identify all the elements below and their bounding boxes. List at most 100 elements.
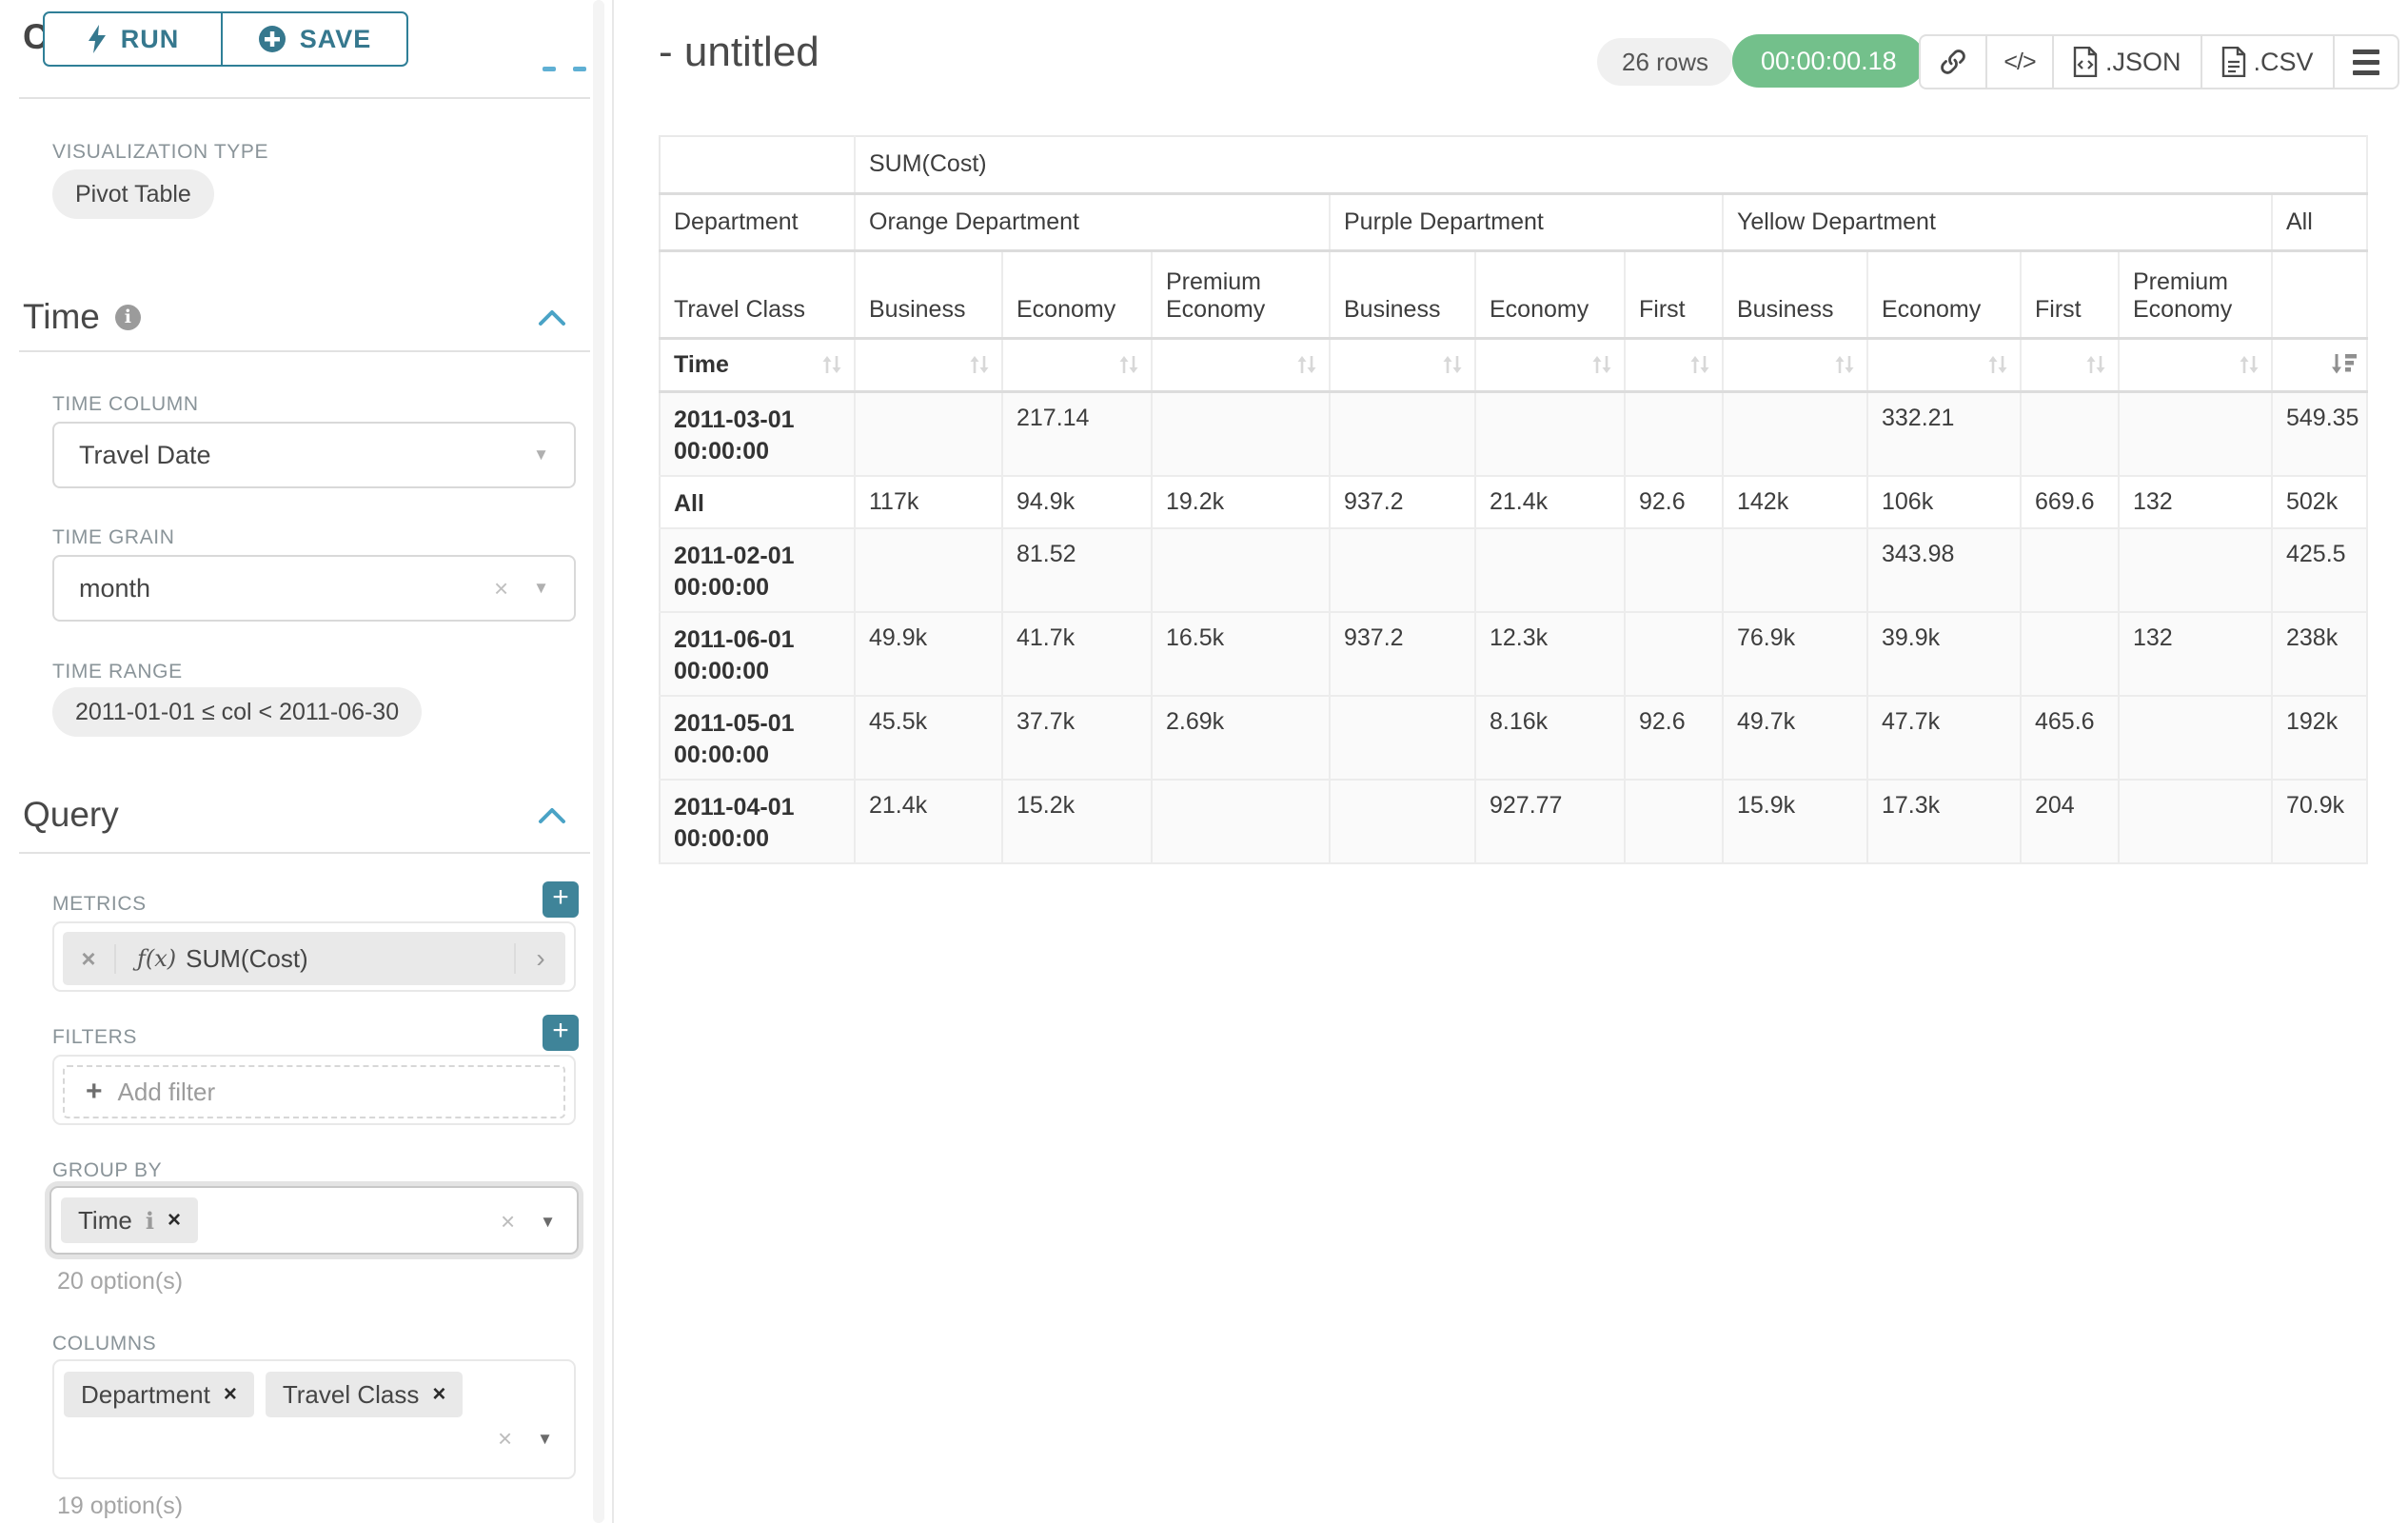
- viz-type-value-pill[interactable]: Pivot Table: [52, 169, 214, 219]
- pivot-sort-header[interactable]: [1330, 338, 1475, 391]
- export-json-button[interactable]: .JSON: [2054, 36, 2202, 88]
- pivot-table-row: 2011-06-01 00:00:0049.9k41.7k16.5k937.21…: [660, 612, 2367, 696]
- caret-down-icon: ▼: [533, 579, 549, 598]
- remove-chip-icon[interactable]: ×: [432, 1381, 445, 1408]
- pivot-cell: 142k: [1723, 476, 1867, 528]
- pivot-sort-header[interactable]: [2021, 338, 2119, 391]
- sidebar-scrollbar[interactable]: [593, 0, 604, 1523]
- add-filter-plus-button[interactable]: +: [543, 1015, 579, 1051]
- pivot-sort-header[interactable]: [1723, 338, 1867, 391]
- run-button-label: RUN: [121, 25, 180, 54]
- pivot-cell: [1330, 780, 1475, 863]
- columns-select[interactable]: Department × Travel Class × × ▼: [52, 1359, 576, 1479]
- chip-label: Department: [81, 1380, 210, 1410]
- run-button[interactable]: RUN: [43, 11, 222, 67]
- pivot-sort-header[interactable]: [1475, 338, 1625, 391]
- time-section-title: Time i: [23, 297, 141, 337]
- columns-options-hint: 19 option(s): [57, 1493, 183, 1520]
- pivot-table-container: SUM(Cost)DepartmentOrange DepartmentPurp…: [659, 135, 2368, 864]
- sort-icon: [1830, 350, 1859, 379]
- pivot-sort-header[interactable]: [2272, 338, 2367, 391]
- add-filter-button[interactable]: + Add filter: [63, 1065, 565, 1118]
- function-icon: ƒ(x): [137, 945, 176, 972]
- clear-icon[interactable]: ×: [501, 1207, 515, 1236]
- pivot-cell: [1625, 780, 1723, 863]
- pivot-sort-header[interactable]: [2119, 338, 2272, 391]
- pivot-cell: 41.7k: [1002, 612, 1152, 696]
- group-by-chip-time[interactable]: Time i ×: [61, 1197, 198, 1243]
- lightning-icon: [87, 25, 108, 53]
- caret-down-icon[interactable]: ▼: [537, 1430, 553, 1449]
- pivot-sort-header[interactable]: [1625, 338, 1723, 391]
- group-by-select[interactable]: Time i × × ▼: [49, 1186, 579, 1255]
- add-metric-button[interactable]: +: [543, 881, 579, 918]
- pivot-row-label: All: [660, 476, 855, 528]
- pivot-cell: 49.7k: [1723, 696, 1867, 780]
- filters-box: + Add filter: [52, 1055, 576, 1125]
- metrics-label: METRICS: [52, 893, 147, 916]
- filters-label: FILTERS: [52, 1026, 137, 1049]
- chip-label: Time: [78, 1206, 132, 1236]
- pivot-sort-header[interactable]: [1867, 338, 2021, 391]
- add-filter-placeholder: Add filter: [118, 1078, 216, 1107]
- pivot-col-field-label: Department: [660, 193, 855, 250]
- pivot-cell: 669.6: [2021, 476, 2119, 528]
- pivot-cell: 70.9k: [2272, 780, 2367, 863]
- export-csv-button[interactable]: .CSV: [2202, 36, 2335, 88]
- metric-item[interactable]: × ƒ(x) SUM(Cost) ›: [63, 932, 565, 985]
- pivot-cell: 332.21: [1867, 391, 2021, 476]
- more-options-button[interactable]: [2335, 36, 2398, 88]
- clear-icon[interactable]: ×: [498, 1424, 512, 1454]
- pivot-sort-header[interactable]: [1152, 338, 1330, 391]
- pivot-row-label: 2011-06-01 00:00:00: [660, 612, 855, 696]
- pivot-cell: 21.4k: [1475, 476, 1625, 528]
- clear-icon[interactable]: ×: [494, 574, 508, 603]
- pivot-table-row: All117k94.9k19.2k937.221.4k92.6142k106k6…: [660, 476, 2367, 528]
- save-button[interactable]: SAVE: [222, 11, 408, 67]
- pivot-cell: [855, 391, 1002, 476]
- pivot-cell: 92.6: [1625, 696, 1723, 780]
- columns-label: COLUMNS: [52, 1333, 156, 1355]
- caret-down-icon[interactable]: ▼: [540, 1213, 556, 1232]
- sort-icon: [1115, 350, 1143, 379]
- columns-chip-travel-class[interactable]: Travel Class ×: [266, 1372, 464, 1417]
- pivot-sort-header[interactable]: [855, 338, 1002, 391]
- pivot-metric-header: SUM(Cost): [855, 136, 2367, 193]
- pivot-col-header: First: [1625, 250, 1723, 338]
- pivot-sort-header[interactable]: [1002, 338, 1152, 391]
- pivot-cell: 49.9k: [855, 612, 1002, 696]
- remove-chip-icon[interactable]: ×: [224, 1381, 237, 1408]
- time-column-value: Travel Date: [79, 441, 533, 470]
- copy-link-button[interactable]: [1921, 36, 1987, 88]
- sort-icon: [965, 350, 994, 379]
- export-button-group: </> .JSON .CSV: [1919, 34, 2399, 89]
- time-grain-select[interactable]: month × ▼: [52, 555, 576, 622]
- pivot-col-header: Business: [1330, 250, 1475, 338]
- query-timer-badge: 00:00:00.18: [1732, 34, 1925, 88]
- columns-chip-department[interactable]: Department ×: [64, 1372, 254, 1417]
- pivot-cell: 106k: [1867, 476, 2021, 528]
- pivot-col-header: Economy: [1867, 250, 2021, 338]
- csv-file-icon: [2221, 47, 2246, 77]
- pivot-cell: [1152, 528, 1330, 612]
- pivot-cell: 39.9k: [1867, 612, 2021, 696]
- remove-metric-icon[interactable]: ×: [63, 944, 116, 974]
- metric-name: SUM(Cost): [186, 944, 514, 974]
- time-column-select[interactable]: Travel Date ▼: [52, 422, 576, 488]
- time-column-label: TIME COLUMN: [52, 393, 199, 416]
- chevron-right-icon[interactable]: ›: [514, 943, 565, 974]
- pivot-col-header: Economy: [1002, 250, 1152, 338]
- time-section-collapse-button[interactable]: [538, 309, 566, 331]
- export-json-label: .JSON: [2105, 48, 2181, 77]
- sort-icon: [2082, 350, 2110, 379]
- pivot-cell: 192k: [2272, 696, 2367, 780]
- time-range-label: TIME RANGE: [52, 661, 183, 683]
- collapsed-indicator-icon: [543, 67, 556, 71]
- time-range-pill[interactable]: 2011-01-01 ≤ col < 2011-06-30: [52, 687, 422, 737]
- remove-chip-icon[interactable]: ×: [168, 1207, 181, 1234]
- pivot-table: SUM(Cost)DepartmentOrange DepartmentPurp…: [659, 135, 2368, 864]
- query-section-collapse-button[interactable]: [538, 807, 566, 829]
- pivot-cell: 425.5: [2272, 528, 2367, 612]
- pivot-row-axis-sort-header[interactable]: Time: [660, 338, 855, 391]
- view-query-button[interactable]: </>: [1987, 36, 2054, 88]
